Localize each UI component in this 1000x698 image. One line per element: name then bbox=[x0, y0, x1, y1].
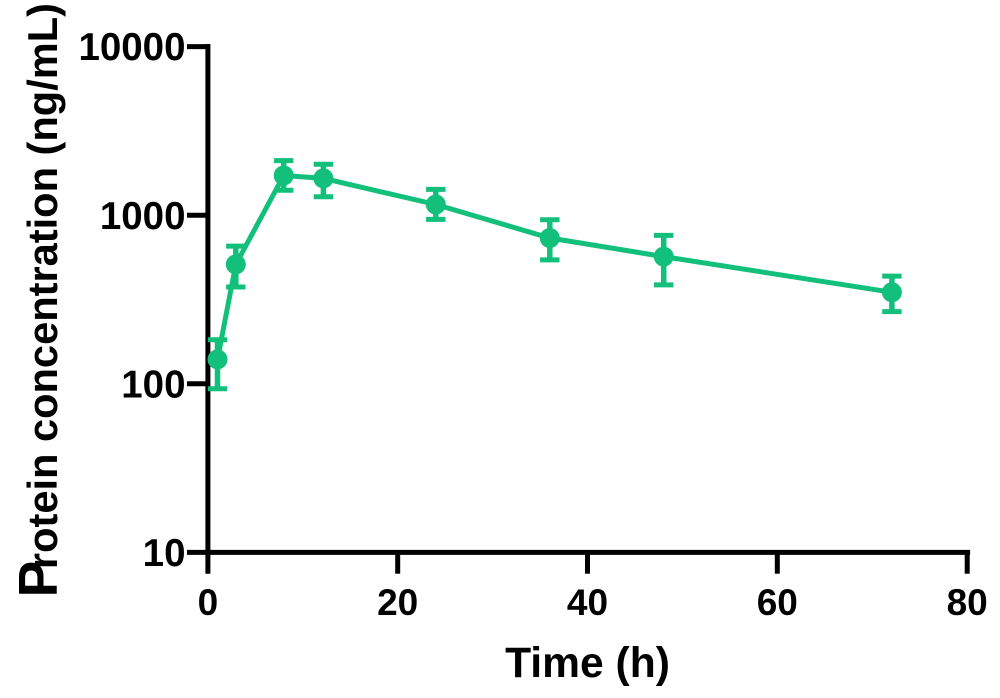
svg-text:P: P bbox=[7, 561, 69, 598]
svg-text:10: 10 bbox=[143, 532, 186, 575]
svg-text:10000: 10000 bbox=[78, 26, 185, 69]
svg-text:rotein concentration (ng/mL): rotein concentration (ng/mL) bbox=[19, 3, 66, 569]
svg-text:40: 40 bbox=[567, 582, 608, 623]
svg-text:60: 60 bbox=[757, 582, 798, 623]
svg-text:80: 80 bbox=[947, 582, 988, 623]
svg-text:20: 20 bbox=[377, 582, 418, 623]
svg-text:100: 100 bbox=[121, 363, 185, 406]
svg-text:Time (h): Time (h) bbox=[505, 639, 670, 687]
svg-text:0: 0 bbox=[198, 582, 219, 623]
svg-text:1000: 1000 bbox=[100, 195, 186, 238]
